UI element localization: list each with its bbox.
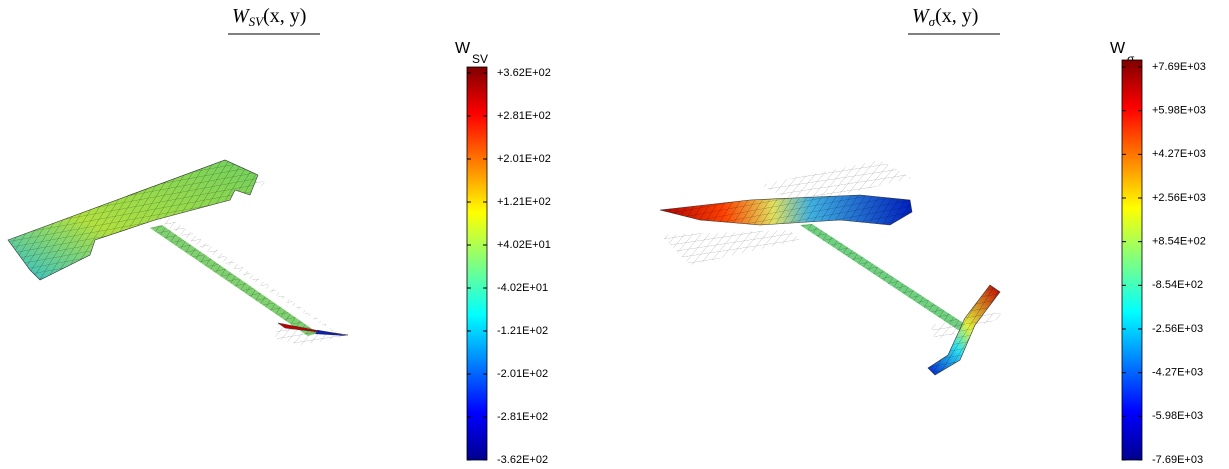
- colorbar-tick-label: -2.01E+02: [497, 368, 548, 380]
- figure: WSV(x, y)WSV+3.62E+02+2.81E+02+2.01E+02+…: [0, 0, 1229, 469]
- colorbar-label: W: [455, 40, 471, 57]
- surface-right: [660, 160, 1002, 375]
- colorbar-tick-label: +2.56E+03: [1152, 192, 1206, 204]
- colorbar: [467, 67, 487, 460]
- colorbar-tick-label: -2.81E+02: [497, 411, 548, 423]
- panel-title: WSV(x, y): [232, 5, 306, 29]
- panel-title: Wσ(x, y): [912, 5, 978, 29]
- colorbar-tick-label: -4.02E+01: [497, 282, 548, 294]
- surface-left: [8, 160, 350, 345]
- colorbar-tick-label: -3.62E+02: [497, 454, 548, 466]
- colorbar-tick-label: -5.98E+03: [1152, 410, 1203, 422]
- colorbar-tick-label: +1.21E+02: [497, 196, 551, 208]
- colorbar-tick-label: -4.27E+03: [1152, 367, 1203, 379]
- colorbar-tick-label: -8.54E+02: [1152, 279, 1203, 291]
- colorbar-tick-label: +2.01E+02: [497, 153, 551, 165]
- colorbar-tick-label: +4.27E+03: [1152, 148, 1206, 160]
- colorbar-tick-label: +4.02E+01: [497, 239, 551, 251]
- colorbar-tick-label: -1.21E+02: [497, 325, 548, 337]
- title-args: (x, y): [935, 5, 978, 27]
- colorbar-tick-label: +3.62E+02: [497, 67, 551, 79]
- colorbar-tick-label: -2.56E+03: [1152, 323, 1203, 335]
- title-args: (x, y): [263, 5, 306, 27]
- colorbar-tick-label: +8.54E+02: [1152, 236, 1206, 248]
- colorbar-tick-label: -7.69E+03: [1152, 454, 1203, 466]
- colorbar-label: W: [1110, 40, 1126, 57]
- colorbar-label-sub: SV: [472, 52, 488, 66]
- colorbar: [1122, 60, 1142, 460]
- colorbar-tick-label: +2.81E+02: [497, 110, 551, 122]
- colorbar-tick-label: +7.69E+03: [1152, 61, 1206, 73]
- colorbar-tick-label: +5.98E+03: [1152, 105, 1206, 117]
